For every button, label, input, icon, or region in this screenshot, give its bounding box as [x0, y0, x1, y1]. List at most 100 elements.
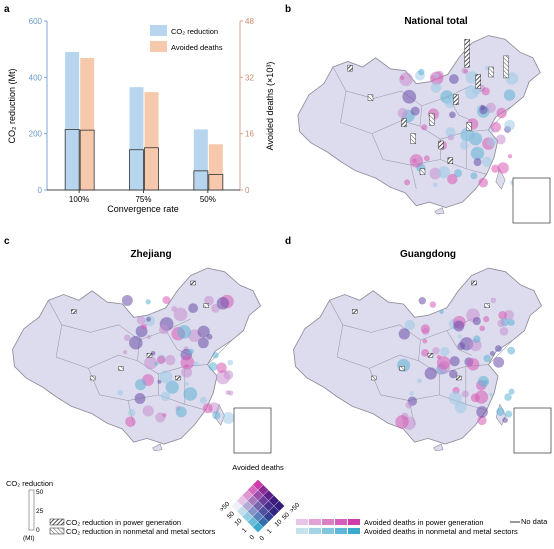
x-title: Convergence rate — [107, 204, 179, 214]
province-co2-bar — [466, 122, 472, 131]
x-tick-label-2: 50% — [200, 195, 216, 204]
emission-blob — [175, 406, 187, 418]
bar-co2-1 — [129, 87, 144, 190]
emission-blob — [429, 301, 437, 308]
emission-blob — [146, 334, 152, 340]
emission-blob — [460, 141, 469, 150]
emission-blob — [193, 361, 199, 367]
emission-blob — [449, 356, 460, 367]
emission-blob — [410, 106, 420, 116]
emission-blob — [504, 119, 516, 131]
map-d-overlay — [352, 280, 516, 430]
bar-deaths-0 — [80, 57, 95, 190]
emission-blob — [491, 164, 500, 173]
co2-legend-title: CO₂ reduction — [6, 479, 53, 488]
bar-co2-0 — [65, 51, 80, 190]
emission-blob — [180, 355, 195, 370]
map-c-overlay — [71, 280, 235, 427]
emission-blob — [479, 105, 488, 115]
bivariate-right-label: >50 — [288, 501, 301, 514]
emission-blob — [121, 295, 133, 306]
emission-blob — [432, 347, 440, 355]
emission-blob — [134, 379, 147, 391]
emission-blob — [204, 295, 214, 306]
panel-c-title: Zhejiang — [130, 249, 171, 260]
emission-blob — [136, 315, 146, 325]
emission-blob — [418, 68, 425, 76]
emission-blob — [436, 356, 451, 370]
bivariate-title: Avoided deaths — [232, 463, 284, 472]
y-right-tick-label-3: 48 — [245, 17, 254, 26]
emission-blob — [421, 124, 428, 131]
emission-blob — [141, 323, 147, 330]
emission-blob — [437, 166, 450, 179]
emission-blob — [227, 359, 234, 366]
emission-blob — [199, 396, 207, 404]
bivariate-right-label: 50 — [281, 511, 291, 521]
emission-blob — [449, 111, 456, 119]
emission-blob — [123, 334, 131, 342]
deaths-power-swatch — [335, 519, 347, 525]
emission-blob — [127, 408, 136, 417]
bar-deaths-sub-2 — [208, 174, 224, 191]
province-co2-bar — [447, 157, 454, 164]
emission-blob — [505, 72, 519, 85]
co2-scale-bottom: 0 — [36, 527, 40, 534]
co2-scale-top: 50 — [36, 489, 44, 496]
emission-blob — [478, 177, 489, 188]
bivariate-left-label: 50 — [226, 510, 236, 520]
bar-deaths-2 — [208, 144, 223, 190]
emission-blob — [473, 158, 482, 167]
emission-blob — [420, 324, 430, 334]
province-co2-bar — [175, 375, 181, 381]
province-co2-bar — [367, 94, 374, 101]
emission-blob — [497, 162, 509, 174]
deaths-power-swatches — [296, 519, 360, 525]
province-co2-bar — [471, 280, 477, 286]
province-co2-bar — [118, 366, 124, 371]
emission-blob — [165, 380, 179, 394]
legend-label-co2: CO₂ reduction — [171, 27, 218, 36]
emission-blob — [399, 75, 405, 81]
emission-blob — [433, 73, 439, 79]
emission-blob — [430, 82, 442, 93]
emission-blob — [503, 89, 516, 101]
province-co2-bar — [456, 375, 462, 381]
emission-blob — [409, 154, 423, 168]
emission-blob — [129, 335, 143, 350]
province-co2-bar — [370, 375, 377, 381]
deaths-metal-swatches — [296, 528, 360, 534]
panel-b: b National total — [285, 4, 551, 224]
bivariate-grid — [231, 479, 285, 533]
emission-blob — [496, 107, 507, 119]
emission-blob — [483, 316, 490, 323]
emission-blob — [154, 361, 159, 366]
emission-blob — [157, 379, 162, 384]
panel-b-title: National total — [404, 16, 468, 27]
province-co2-bar — [475, 74, 481, 89]
y-right-tick-label-2: 32 — [245, 73, 254, 82]
emission-blob — [409, 391, 414, 396]
emission-blob — [418, 297, 427, 305]
emission-blob — [505, 410, 513, 418]
emission-blob — [493, 356, 505, 368]
emission-blob — [464, 85, 479, 100]
emission-blob — [460, 129, 474, 143]
province-co2-bar — [453, 94, 459, 105]
emission-blob — [453, 320, 465, 332]
province-co2-bar — [401, 118, 407, 128]
province-co2-bar — [484, 303, 490, 308]
emission-blob — [216, 297, 230, 310]
emission-blob — [405, 401, 413, 409]
emission-blob — [465, 71, 479, 84]
emission-blob — [417, 378, 422, 384]
emission-blob — [449, 74, 459, 84]
panel-d-title: Guangdong — [400, 249, 456, 260]
bar-deaths-1 — [144, 92, 159, 190]
y-right-tick-label-1: 16 — [245, 130, 254, 139]
bivariate-right-label: 10 — [273, 518, 283, 528]
deaths-power-swatch — [309, 519, 321, 525]
emission-blob — [142, 405, 154, 417]
province-co2-bar — [503, 55, 509, 79]
